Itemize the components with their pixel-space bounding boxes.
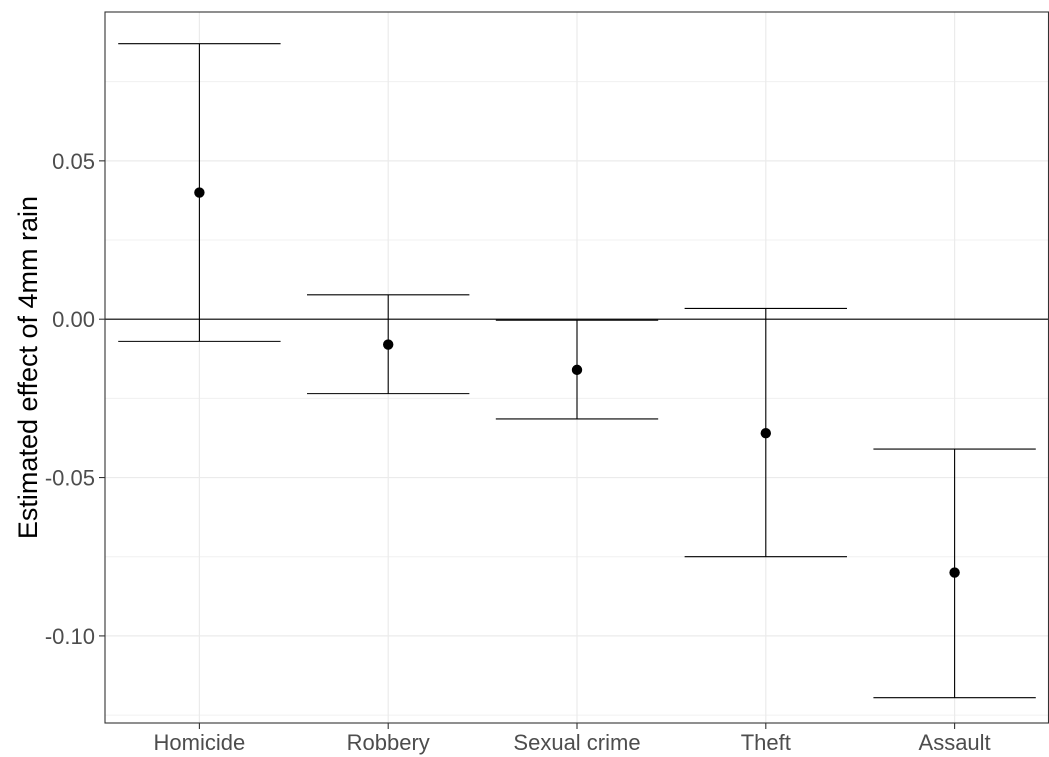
x-tick-label: Theft	[741, 730, 791, 755]
y-tick-label: -0.10	[45, 624, 95, 649]
y-axis: 0.05 0.00 -0.05 -0.10	[45, 149, 105, 649]
point-estimate	[571, 364, 583, 376]
x-tick-label: Robbery	[347, 730, 430, 755]
y-tick-label: -0.05	[45, 466, 95, 491]
y-tick-label: 0.00	[52, 307, 95, 332]
y-axis-title: Estimated effect of 4mm rain	[13, 196, 43, 539]
x-tick-label: Homicide	[154, 730, 246, 755]
x-axis: Homicide Robbery Sexual crime Theft Assault	[154, 723, 991, 755]
points	[194, 187, 960, 578]
point-estimate	[383, 339, 394, 350]
point-estimate	[194, 187, 205, 198]
point-estimate	[760, 428, 771, 439]
x-tick-label: Assault	[919, 730, 991, 755]
point-estimate	[949, 567, 960, 578]
y-tick-label: 0.05	[52, 149, 95, 174]
x-tick-label: Sexual crime	[513, 730, 640, 755]
